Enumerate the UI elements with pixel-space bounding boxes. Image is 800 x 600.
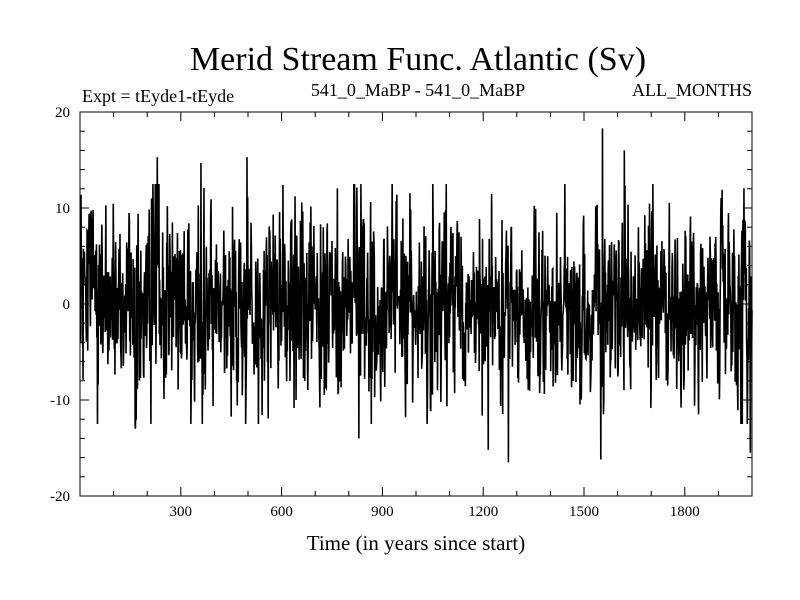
experiment-label: Expt = tEyde1-tEyde — [82, 86, 234, 106]
y-tick-label: 0 — [63, 297, 71, 313]
ticks-group: 300 600 900 1200 1500 1800 20 10 0 -10 -20 — [50, 105, 752, 520]
x-tick-label: 600 — [270, 504, 293, 520]
period-label: 541_0_MaBP - 541_0_MaBP — [311, 80, 525, 100]
x-tick-label: 900 — [371, 504, 394, 520]
series-group — [79, 128, 753, 463]
x-tick-label: 1800 — [670, 504, 700, 520]
series-line — [79, 128, 753, 463]
y-tick-label: 10 — [55, 201, 70, 217]
y-tick-label: -10 — [50, 393, 70, 409]
x-tick-label: 300 — [170, 504, 193, 520]
x-axis-label: Time (in years since start) — [307, 531, 526, 555]
y-tick-label: 20 — [55, 105, 70, 121]
months-label: ALL_MONTHS — [632, 80, 752, 100]
y-tick-label: -20 — [50, 489, 70, 505]
plot-frame — [79, 111, 753, 497]
x-tick-label: 1200 — [468, 504, 498, 520]
chart-title: Merid Stream Func. Atlantic (Sv) — [190, 41, 646, 78]
x-tick-label: 1500 — [569, 504, 599, 520]
